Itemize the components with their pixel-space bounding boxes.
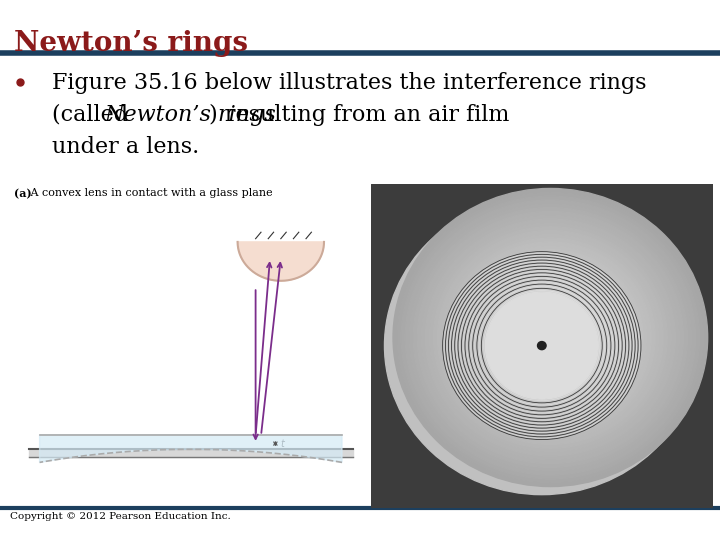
Text: ) resulting from an air film: ) resulting from an air film — [209, 104, 509, 126]
Circle shape — [401, 196, 700, 479]
Circle shape — [433, 227, 667, 448]
Circle shape — [518, 307, 582, 368]
Circle shape — [466, 257, 635, 418]
Circle shape — [538, 341, 546, 350]
Circle shape — [522, 310, 579, 365]
Text: under a lens.: under a lens. — [52, 136, 199, 158]
Circle shape — [417, 211, 683, 464]
Circle shape — [405, 200, 696, 475]
Text: (called: (called — [52, 104, 135, 126]
Circle shape — [502, 292, 599, 383]
Circle shape — [530, 319, 570, 356]
Text: t: t — [281, 440, 284, 449]
Text: (a): (a) — [14, 188, 32, 199]
Circle shape — [478, 269, 623, 406]
Text: Figure 35.16 below illustrates the interference rings: Figure 35.16 below illustrates the inter… — [52, 72, 647, 94]
Circle shape — [534, 322, 567, 353]
Text: (b) Newton’s rings: circular: (b) Newton’s rings: circular — [390, 188, 550, 199]
Circle shape — [514, 303, 587, 372]
Text: A convex lens in contact with a glass plane: A convex lens in contact with a glass pl… — [27, 188, 273, 198]
Circle shape — [426, 219, 675, 456]
Text: Newton’s rings: Newton’s rings — [104, 104, 276, 126]
Circle shape — [421, 215, 680, 460]
Circle shape — [438, 231, 663, 444]
Circle shape — [482, 273, 619, 402]
Circle shape — [409, 204, 691, 471]
Circle shape — [413, 207, 688, 468]
Circle shape — [539, 326, 562, 349]
Circle shape — [393, 188, 708, 487]
Circle shape — [494, 300, 590, 391]
Circle shape — [503, 308, 581, 383]
Circle shape — [520, 325, 564, 367]
Circle shape — [429, 223, 671, 452]
Circle shape — [494, 284, 607, 391]
Circle shape — [510, 299, 590, 376]
Circle shape — [526, 315, 575, 360]
Circle shape — [528, 333, 556, 359]
Circle shape — [498, 288, 603, 387]
Polygon shape — [238, 242, 324, 281]
Circle shape — [441, 234, 660, 441]
Circle shape — [546, 334, 554, 341]
Circle shape — [506, 295, 595, 380]
Circle shape — [458, 249, 643, 426]
Circle shape — [490, 280, 611, 395]
Circle shape — [511, 316, 572, 375]
Text: Newton’s rings: Newton’s rings — [14, 30, 248, 57]
Circle shape — [397, 192, 703, 483]
Circle shape — [486, 276, 615, 399]
Text: Copyright © 2012 Pearson Education Inc.: Copyright © 2012 Pearson Education Inc. — [10, 512, 230, 521]
Circle shape — [469, 261, 631, 414]
Circle shape — [485, 292, 598, 399]
Circle shape — [462, 253, 639, 422]
Text: interference: interference — [505, 188, 582, 199]
Polygon shape — [40, 435, 342, 462]
Circle shape — [446, 238, 655, 437]
Circle shape — [454, 246, 647, 429]
Circle shape — [474, 265, 627, 410]
Circle shape — [531, 336, 552, 355]
Circle shape — [449, 242, 651, 433]
Text: fringes: fringes — [567, 188, 610, 198]
Circle shape — [542, 330, 559, 345]
Circle shape — [384, 197, 699, 495]
